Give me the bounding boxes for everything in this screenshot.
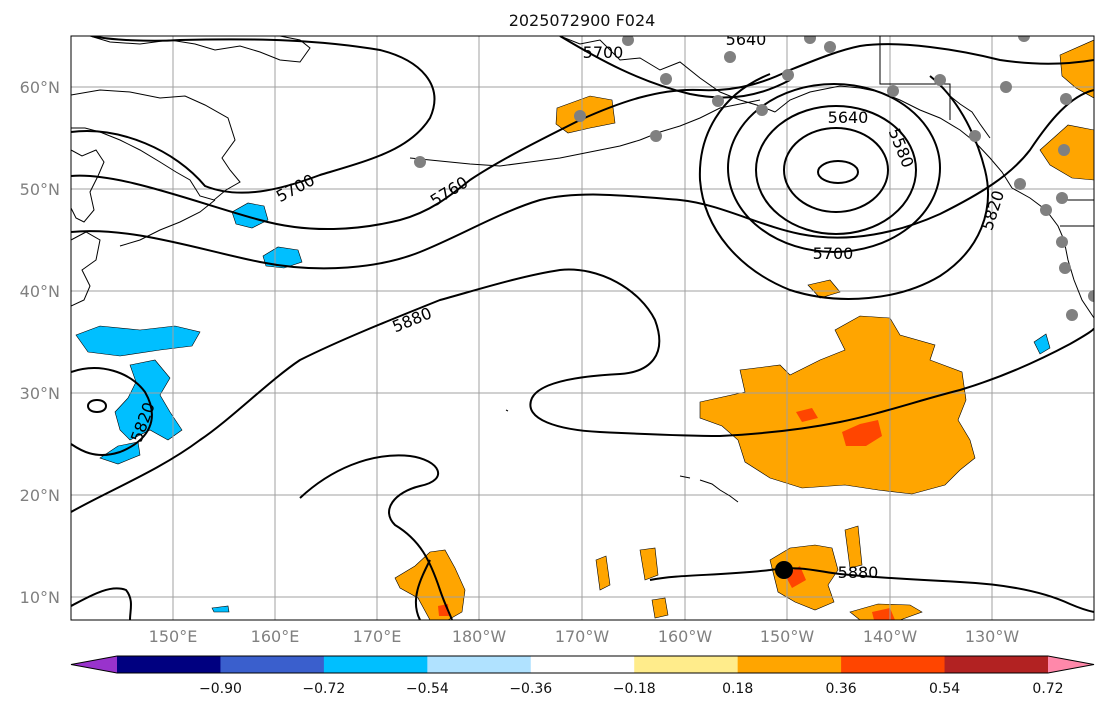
contour-5700-north (71, 36, 436, 194)
neg-region-west (75, 325, 201, 357)
colorbar-tick-label: 0.18 (722, 681, 753, 697)
longitude-labels: 150°E 160°E 170°E 180°W 170°W 160°W 150°… (149, 627, 1020, 646)
contour-label: 5700 (583, 43, 624, 62)
strong-region-c (785, 566, 806, 588)
contour-5820-north (71, 89, 1094, 270)
lon-label: 150°W (760, 627, 815, 646)
colorbar-outline (70, 655, 1095, 674)
colorbar-segment (427, 656, 532, 673)
coast-kurils (119, 199, 216, 247)
neg-region-a (231, 202, 269, 229)
colorbar-tick-label: 0.36 (826, 681, 857, 697)
colorbar-tick-label: 0.54 (929, 681, 960, 697)
contour-5880-south (71, 587, 132, 620)
strong-anomaly-shading (438, 408, 895, 620)
shade-region-south-small-a (595, 555, 611, 591)
neg-region-b (262, 246, 303, 269)
colorbar-extend-high (1048, 656, 1094, 673)
coast-aleutians (409, 139, 641, 167)
contour-5880-south-east (649, 567, 1094, 613)
contour-label: 5700 (813, 244, 854, 263)
lon-label: 140°W (863, 627, 918, 646)
strong-region-b (796, 408, 818, 422)
map-frame (70, 35, 1095, 621)
colorbar-tick-label: −0.54 (406, 681, 449, 697)
lon-label: 130°W (965, 627, 1020, 646)
lon-label: 180°W (452, 627, 507, 646)
coast-alaska-west (559, 36, 776, 113)
coast-bc-islands (949, 95, 991, 139)
coast-kamchatka (71, 89, 241, 201)
shade-region-subtropical (699, 315, 976, 495)
strong-region-d (872, 608, 895, 620)
coast-alaska-gulf (774, 85, 1013, 189)
graticule (71, 36, 1094, 620)
height-contours (71, 36, 1094, 620)
contour-5880-dip (414, 559, 431, 620)
latitude-labels: 60°N 50°N 40°N 30°N 20°N 10°N (20, 78, 60, 607)
lon-label: 160°E (251, 627, 300, 646)
strong-region-a (842, 420, 882, 446)
coast-canada-border (879, 36, 951, 120)
colorbar-tick-label: −0.36 (509, 681, 552, 697)
contour-ring-1 (817, 160, 859, 184)
contour-label: 5640 (726, 30, 767, 49)
colorbar-segment (944, 656, 1049, 673)
coast-hawaii (679, 475, 739, 503)
colorbar-segment (841, 656, 946, 673)
lon-label: 170°E (353, 627, 402, 646)
contour-ring-4 (727, 83, 941, 253)
map-title: 2025072900 F024 (509, 11, 656, 30)
colorbar-segment (117, 656, 221, 673)
low-center-contours (698, 73, 989, 300)
coast-midway (505, 409, 509, 412)
coast-siberia-north (89, 36, 311, 63)
coastlines (71, 36, 1094, 503)
lat-label: 10°N (20, 588, 60, 607)
coast-okhotsk (71, 149, 105, 223)
neg-region-tiny (211, 605, 230, 613)
colorbar-segment (737, 656, 842, 673)
colorbar-segment (530, 656, 635, 673)
colorbar-tick-label: −0.90 (199, 681, 242, 697)
contour-5880-south-central (299, 454, 453, 620)
shade-region-small-midpacific (807, 279, 841, 299)
shade-region-south-small-c (844, 525, 863, 569)
contour-ring-3 (755, 105, 917, 235)
contour-label: 5880 (838, 563, 879, 582)
lon-label: 160°W (658, 627, 713, 646)
contour-5880 (71, 268, 1094, 513)
lat-label: 60°N (20, 78, 60, 97)
coast-japan (71, 231, 101, 307)
lon-label: 170°W (555, 627, 610, 646)
map-panel: 5700 5640 5700 5760 5640 5580 5700 5820 … (71, 30, 1094, 620)
contour-5880-ring-small (86, 399, 108, 413)
colorbar-segment (220, 656, 325, 673)
neg-region-east (1033, 333, 1051, 355)
contour-ring-5 (698, 73, 989, 300)
contour-label: 5640 (828, 108, 869, 127)
colorbar: −0.90 −0.72 −0.54 −0.36 −0.18 0.18 0.36 0.54 0.7… (70, 655, 1095, 697)
colorbar-tick-label: 0.72 (1032, 681, 1063, 697)
lon-label: 150°E (149, 627, 198, 646)
lat-label: 30°N (20, 384, 60, 403)
colorbar-segment (323, 656, 428, 673)
shade-region-dateline-south (394, 549, 466, 620)
contour-5700-north-east (559, 36, 791, 99)
lat-label: 50°N (20, 180, 60, 199)
colorbar-tick-label: −0.18 (613, 681, 656, 697)
black-station-marker (775, 561, 793, 579)
contour-5760 (71, 43, 1094, 230)
shade-region-south-small-d (651, 597, 669, 619)
colorbar-tick-label: −0.72 (302, 681, 345, 697)
colorbar-extend-low (71, 656, 117, 673)
contour-ring-2 (783, 127, 889, 213)
colorbar-segment (634, 656, 739, 673)
shade-region-south-small-b (639, 547, 659, 581)
station-dots (414, 36, 1094, 321)
lat-label: 20°N (20, 486, 60, 505)
lat-label: 40°N (20, 282, 60, 301)
contour-5820-west (71, 367, 153, 456)
